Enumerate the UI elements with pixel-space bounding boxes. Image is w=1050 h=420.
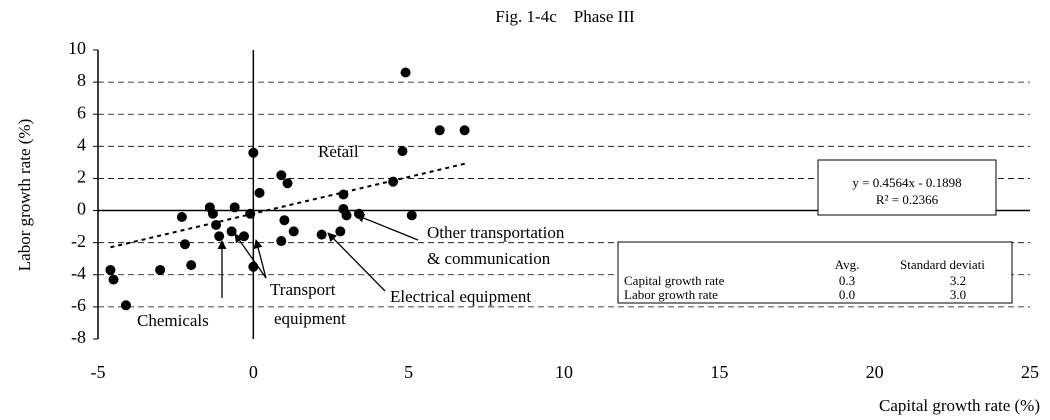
annotation: Retail (318, 142, 359, 161)
point (279, 215, 290, 226)
point (276, 170, 287, 181)
table-header: Standard deviati (900, 257, 985, 272)
point (316, 229, 327, 240)
point (282, 178, 293, 189)
point (155, 264, 166, 275)
y-axis-label: Labor growth rate (%) (15, 119, 34, 271)
plot-area: -8 -6 -4 -2 0 2 4 6 8 10 -5 0 5 10 15 20 25 (68, 38, 1039, 382)
point (400, 67, 411, 78)
point (459, 125, 470, 136)
y-tick-label: -4 (71, 263, 86, 283)
point (276, 236, 287, 247)
table-header: Avg. (835, 257, 860, 272)
table-cell: 0.3 (839, 273, 855, 288)
y-tick-label: -8 (71, 327, 86, 347)
point (397, 146, 408, 157)
annotation: equipment (274, 309, 346, 328)
point (239, 231, 250, 242)
y-tick-label: 10 (68, 38, 86, 58)
point (434, 125, 445, 136)
point (335, 226, 346, 237)
annotation: Chemicals (137, 311, 209, 330)
y-tick-label: 6 (77, 102, 86, 122)
annotation: Other transportation (427, 223, 565, 242)
point (214, 231, 225, 242)
annotation: Electrical equipment (390, 287, 531, 306)
r-squared: R² = 0.2366 (876, 192, 939, 207)
annotation: Transport (270, 280, 336, 299)
x-tick-label: 0 (249, 362, 258, 382)
y-tick-label: 0 (77, 199, 86, 219)
point (254, 187, 265, 198)
table-cell: Capital growth rate (624, 273, 725, 288)
point (226, 226, 237, 237)
point (105, 264, 116, 275)
point (229, 202, 240, 213)
point (248, 261, 259, 272)
equation: y = 0.4564x - 0.1898 (852, 175, 961, 190)
chart-title: Fig. 1-4c Phase III (495, 7, 635, 26)
point (120, 300, 131, 311)
point (211, 220, 222, 231)
point (108, 274, 119, 285)
table-cell: 3.0 (950, 287, 966, 302)
point (186, 260, 197, 271)
y-tick-label: -2 (71, 231, 86, 251)
point (179, 239, 190, 250)
annotation: & communication (427, 249, 551, 268)
y-tick-label: 4 (77, 134, 86, 154)
y-tick-label: -6 (71, 295, 86, 315)
table-cell: 0.0 (839, 287, 855, 302)
point (248, 147, 259, 158)
equation-box (817, 159, 997, 216)
point (406, 210, 417, 221)
point (388, 176, 399, 187)
table-cell: Labor growth rate (624, 287, 718, 302)
point (338, 189, 349, 200)
point (207, 208, 218, 219)
point (288, 226, 299, 237)
x-tick-label: -5 (91, 362, 106, 382)
x-tick-label: 20 (866, 362, 884, 382)
y-tick-label: 8 (77, 70, 86, 90)
point (176, 211, 187, 222)
point (245, 208, 256, 219)
x-tick-label: 5 (404, 362, 413, 382)
table-cell: 3.2 (950, 273, 966, 288)
stats-table (617, 241, 1013, 304)
x-axis-label: Capital growth rate (%) (879, 396, 1040, 415)
x-tick-label: 15 (710, 362, 728, 382)
point (341, 210, 352, 221)
y-tick-label: 2 (77, 167, 86, 187)
annotation-arrows (217, 213, 419, 298)
x-tick-label: 10 (555, 362, 573, 382)
x-tick-label: 25 (1021, 362, 1039, 382)
trendline (110, 162, 468, 249)
